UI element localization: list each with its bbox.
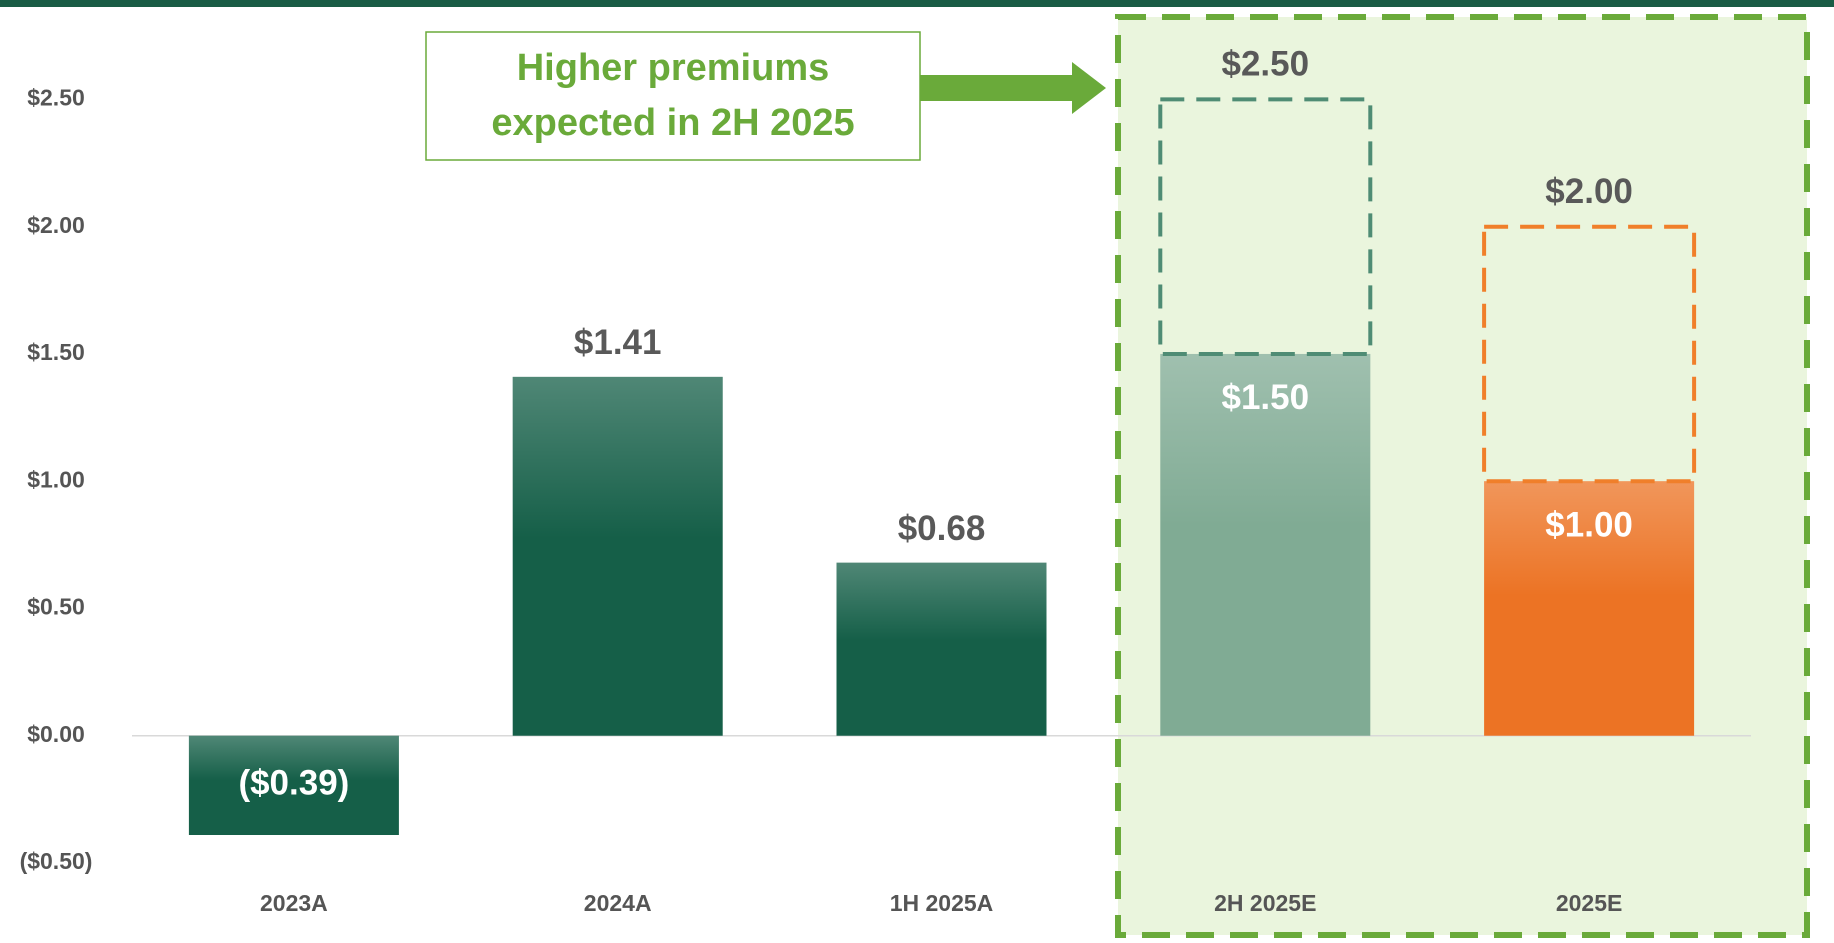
data-label: $0.68 (898, 509, 986, 548)
annotation-line: Higher premiums (517, 47, 830, 89)
y-tick-label: $2.00 (27, 212, 85, 238)
x-tick-label: 2H 2025E (1214, 890, 1316, 916)
y-tick-label: $0.50 (27, 594, 85, 620)
range-box (1158, 97, 1373, 356)
range-box (1482, 224, 1697, 484)
bar-shine (512, 376, 723, 736)
bar-shine (1484, 481, 1695, 736)
data-label: $1.00 (1545, 505, 1633, 544)
x-tick-label: 1H 2025A (890, 890, 994, 916)
y-tick-label: ($0.50) (20, 848, 93, 874)
x-tick-label: 2024A (584, 890, 652, 916)
annotation-arrow (920, 62, 1106, 114)
annotation-line: expected in 2H 2025 (491, 102, 854, 144)
range-label: $2.00 (1545, 172, 1633, 211)
y-tick-label: $0.00 (27, 721, 85, 747)
bar-shine (836, 562, 1047, 736)
top-rule (0, 0, 1834, 7)
y-tick-label: $2.50 (27, 85, 85, 111)
data-label: $1.50 (1222, 378, 1310, 417)
bar-shine (188, 735, 399, 836)
y-tick-label: $1.50 (27, 339, 85, 365)
range-label: $2.50 (1222, 45, 1310, 84)
x-tick-label: 2025E (1556, 890, 1623, 916)
x-tick-label: 2023A (260, 890, 328, 916)
y-tick-label: $1.00 (27, 466, 85, 492)
data-label: ($0.39) (238, 764, 349, 803)
bar-shine (1160, 353, 1371, 736)
annotation-box (425, 31, 921, 161)
data-label: $1.41 (574, 323, 662, 362)
